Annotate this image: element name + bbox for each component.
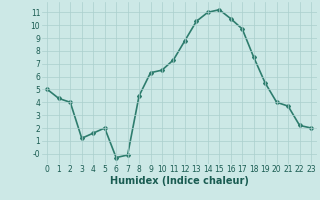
X-axis label: Humidex (Indice chaleur): Humidex (Indice chaleur) — [110, 176, 249, 186]
